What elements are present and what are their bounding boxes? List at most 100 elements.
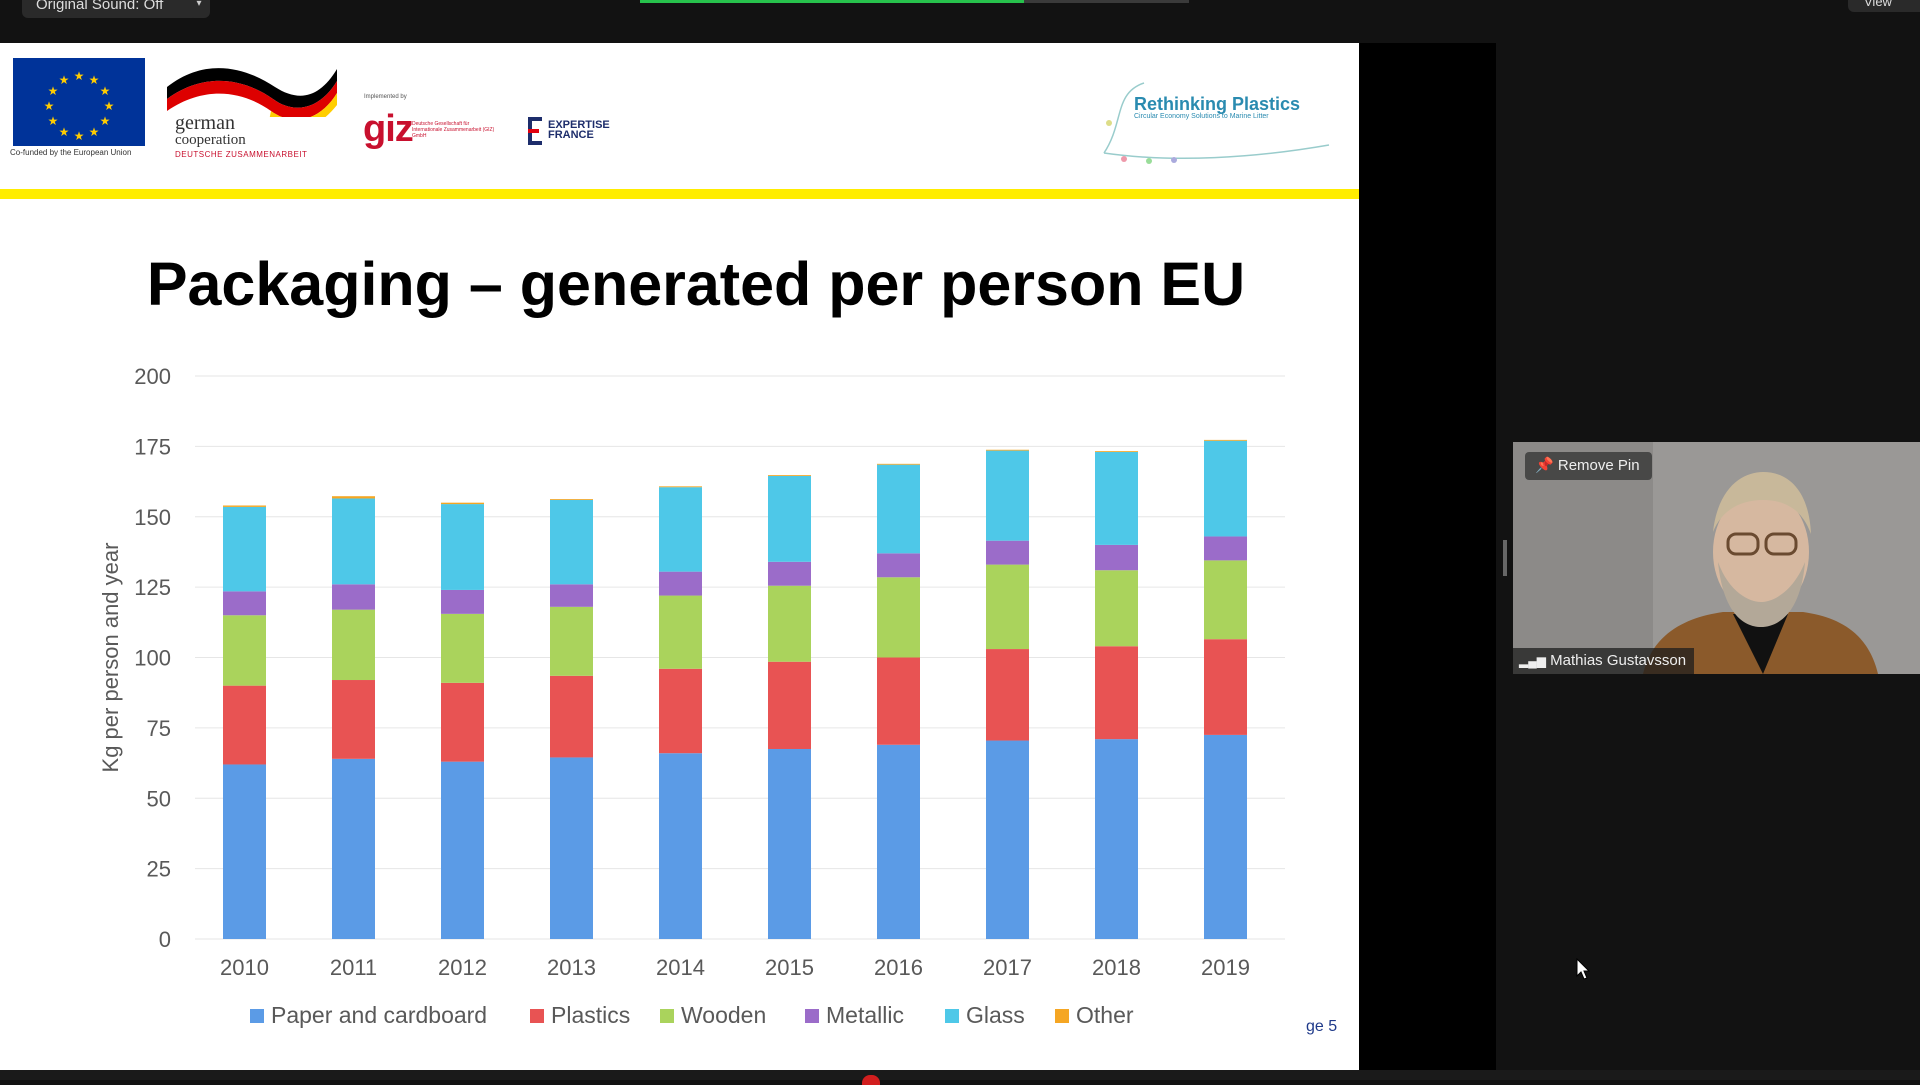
original-sound-button[interactable]: Original Sound: Off [22, 0, 198, 18]
bar-segment [768, 748, 811, 939]
bar-segment [223, 764, 266, 939]
bar-segment [659, 668, 702, 754]
bar-segment [986, 564, 1029, 650]
giz-implemented-label: Implemented by [364, 94, 407, 100]
bar-segment [223, 685, 266, 765]
legend-label: Metallic [826, 1002, 904, 1028]
bar-segment [877, 463, 920, 465]
legend-label: Glass [966, 1002, 1025, 1028]
packaging-stacked-bar-chart: 0 25 50 75 100 125 150 175 200 Kg per person and … [98, 364, 1285, 1028]
y-tick-label: 0 [159, 927, 171, 952]
share-background [1359, 43, 1496, 1070]
share-indicator-bar [1024, 0, 1189, 3]
bar-segment [768, 475, 811, 476]
bar-segment [1204, 439, 1247, 441]
meeting-top-bar: Original Sound: Off ▾ View [0, 0, 1920, 42]
bar-segment [441, 502, 484, 505]
legend-swatch [805, 1009, 819, 1023]
bar-segment [1204, 734, 1247, 939]
bar-segment [986, 649, 1029, 741]
giz-subtitle: Deutsche Gesellschaft für Internationale… [412, 121, 495, 139]
bar-segment [986, 449, 1029, 451]
x-tick-label: 2016 [874, 955, 923, 980]
legend-label: Paper and cardboard [271, 1002, 487, 1028]
y-tick-label: 125 [134, 575, 171, 600]
svg-text:★: ★ [44, 99, 55, 113]
bar-segment [877, 657, 920, 745]
header-divider [0, 189, 1359, 199]
svg-text:★: ★ [59, 125, 70, 139]
bar-segment [986, 450, 1029, 541]
remove-pin-label: Remove Pin [1557, 457, 1640, 474]
bar-segment [441, 613, 484, 683]
x-tick-label: 2017 [983, 955, 1032, 980]
y-tick-label: 50 [147, 786, 171, 811]
bar-segment [768, 561, 811, 586]
bar-segment [1095, 570, 1138, 647]
bar-segment [1095, 451, 1138, 453]
bar-segment [877, 577, 920, 658]
bar-segment [659, 753, 702, 939]
bar-segment [877, 553, 920, 578]
bar-segment [223, 591, 266, 616]
bar-segment [550, 499, 593, 585]
svg-text:★: ★ [74, 129, 85, 143]
view-button[interactable]: View [1848, 0, 1920, 12]
svg-text:★: ★ [59, 73, 70, 87]
bar-segment [441, 589, 484, 614]
bar-segment [332, 584, 375, 610]
x-tick-label: 2018 [1092, 955, 1141, 980]
chevron-down-icon[interactable]: ▾ [188, 0, 210, 18]
svg-text:★: ★ [48, 114, 59, 128]
german-logo-line1: german [175, 112, 235, 134]
bar-segment [332, 758, 375, 939]
slide-page-number: ge 5 [1306, 1018, 1338, 1035]
legend-swatch [530, 1009, 544, 1023]
x-tick-label: 2010 [220, 955, 269, 980]
bar-segment [877, 744, 920, 939]
german-flag-wave-icon [167, 68, 337, 117]
bar-segment [1204, 440, 1247, 537]
bar-segment [332, 680, 375, 759]
rethinking-plastics-decoration-icon [1103, 82, 1330, 164]
participant-video-tile[interactable]: 📌 Remove Pin ▂▄▆ Mathias Gustavsson [1513, 442, 1920, 674]
bar-segment [223, 506, 266, 592]
x-tick-label: 2015 [765, 955, 814, 980]
pin-icon: 📌 [1535, 457, 1554, 474]
bar-segment [1204, 536, 1247, 561]
bar-segment [550, 675, 593, 758]
bar-segment [550, 606, 593, 676]
y-tick-label: 200 [134, 364, 171, 389]
bar-segment [223, 505, 266, 507]
expertise-line1: EXPERTISE [548, 119, 610, 131]
bar-segment [1204, 560, 1247, 640]
svg-text:★: ★ [74, 69, 85, 83]
bar-segment [877, 464, 920, 554]
rethinking-plastics-title: Rethinking Plastics [1134, 94, 1301, 114]
remove-pin-button[interactable]: 📌 Remove Pin [1525, 452, 1652, 480]
bar-segment [1204, 639, 1247, 735]
rethinking-plastics-subtitle: Circular Economy Solutions to Marine Lit… [1134, 113, 1269, 120]
bar-segment [986, 540, 1029, 565]
slide-title: Packaging – generated per person EU [146, 250, 1246, 318]
svg-text:★: ★ [100, 114, 111, 128]
participant-video-image [1513, 442, 1920, 674]
svg-text:★: ★ [104, 99, 115, 113]
y-tick-label: 100 [134, 646, 171, 671]
expertise-france-logo: EXPERTISE FRANCE [548, 119, 610, 141]
svg-text:★: ★ [48, 84, 59, 98]
eu-stars-icon: ★ ★★ ★★★ ★★★ ★★★ [44, 69, 115, 143]
x-tick-label: 2014 [656, 955, 705, 980]
bar-segment [441, 761, 484, 939]
expertise-line2: FRANCE [548, 129, 594, 141]
bar-segment [768, 585, 811, 662]
bar-segment [550, 757, 593, 939]
speaker-indicator-bar [640, 0, 1024, 3]
y-tick-label: 75 [147, 716, 171, 741]
bar-segment [986, 740, 1029, 939]
participant-name: Mathias Gustavsson [1550, 652, 1687, 669]
legend-swatch [660, 1009, 674, 1023]
bar-segment [1095, 544, 1138, 571]
bar-segment [550, 584, 593, 607]
panel-resize-handle[interactable] [1503, 540, 1507, 576]
